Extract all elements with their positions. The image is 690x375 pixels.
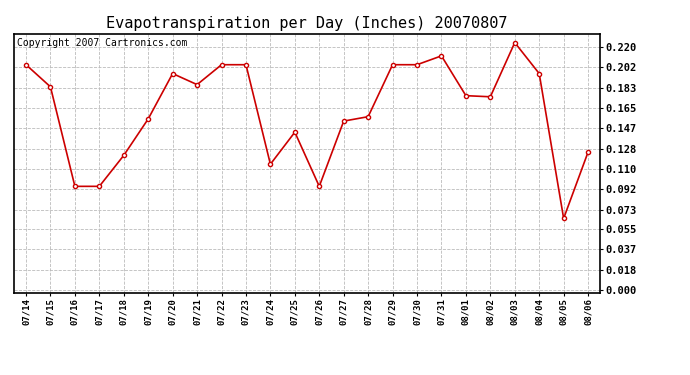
Text: Copyright 2007 Cartronics.com: Copyright 2007 Cartronics.com — [17, 38, 187, 48]
Title: Evapotranspiration per Day (Inches) 20070807: Evapotranspiration per Day (Inches) 2007… — [106, 16, 508, 31]
